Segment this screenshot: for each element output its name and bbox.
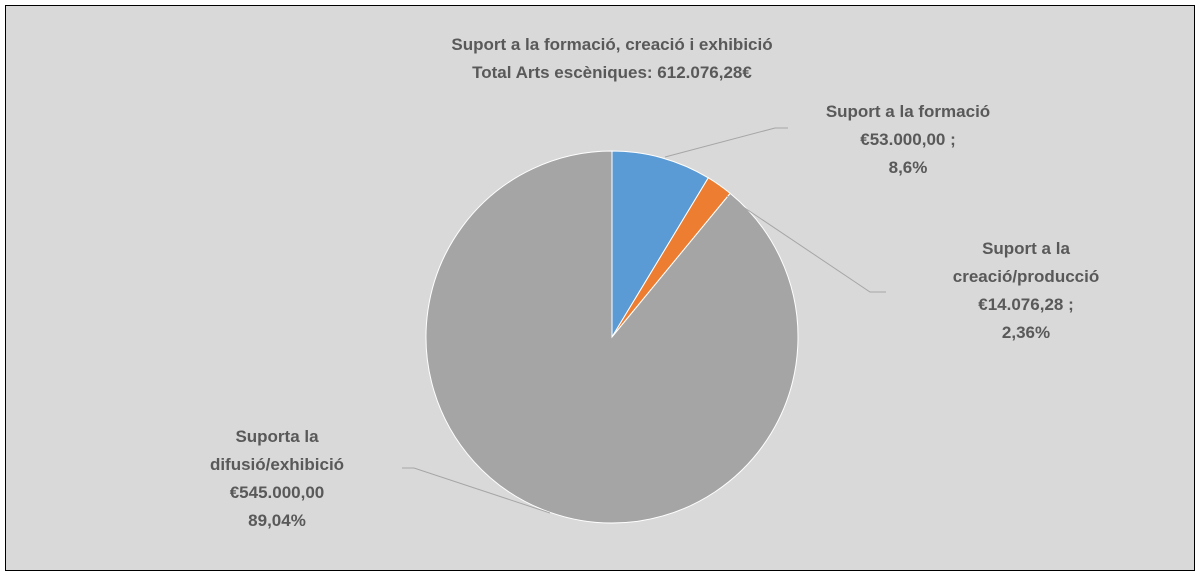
chart-title-line-2: Total Arts escèniques: 612.076,28€	[472, 63, 752, 82]
data-label-2: Suport a la creació/producció €14.076,28 ;…	[953, 239, 1099, 342]
data-label-2-line-1: Suport a la	[982, 239, 1070, 258]
chart-title: Suport a la formació, creació i exhibici…	[451, 35, 772, 82]
data-label-3-line-3: €545.000,00	[230, 483, 325, 502]
data-label-2-line-2: creació/producció	[953, 267, 1099, 286]
data-label-1: Suport a la formació €53.000,00 ; 8,6%	[826, 102, 990, 177]
data-label-2-line-4: 2,36%	[1002, 323, 1050, 342]
data-labels: Suport a la formació €53.000,00 ; 8,6%Supo…	[210, 102, 1099, 530]
data-label-3: Suporta la difusió/exhibició €545.000,00 89…	[210, 427, 344, 530]
data-label-3-line-4: 89,04%	[248, 511, 306, 530]
leader-lines	[402, 127, 886, 514]
leader-line-1	[664, 127, 788, 158]
pie-slice-3	[425, 150, 799, 524]
data-label-1-line-2: €53.000,00 ;	[860, 130, 955, 149]
leader-line-3	[402, 467, 551, 514]
leader-line-2	[726, 195, 886, 293]
data-label-3-line-2: difusió/exhibició	[210, 455, 344, 474]
pie-slices	[425, 150, 799, 524]
data-label-1-line-3: 8,6%	[889, 158, 928, 177]
data-label-1-line-1: Suport a la formació	[826, 102, 990, 121]
data-label-3-line-1: Suporta la	[235, 427, 319, 446]
pie-slice-1	[611, 150, 709, 339]
chart-title-line-1: Suport a la formació, creació i exhibici…	[451, 35, 772, 54]
data-label-2-line-3: €14.076,28 ;	[978, 295, 1073, 314]
